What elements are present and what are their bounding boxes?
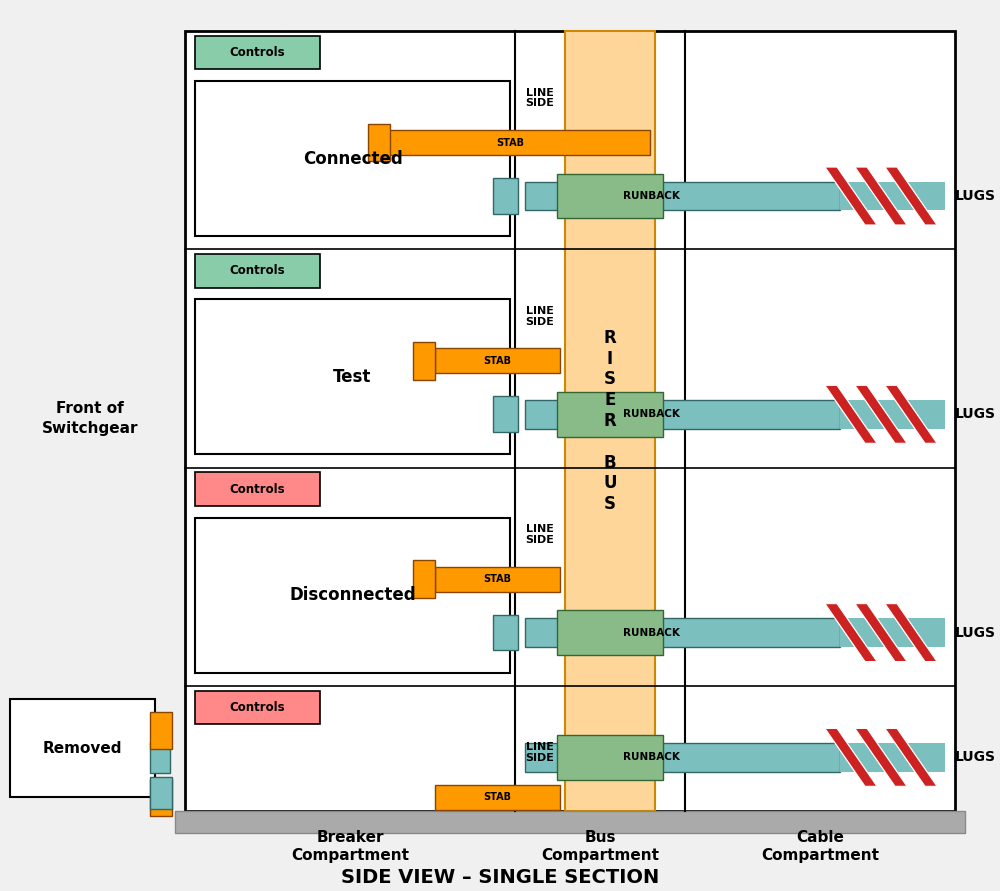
Text: STAB: STAB bbox=[483, 792, 511, 803]
FancyBboxPatch shape bbox=[195, 691, 320, 724]
FancyBboxPatch shape bbox=[413, 560, 435, 598]
Polygon shape bbox=[825, 167, 877, 225]
Text: LINE
SIDE: LINE SIDE bbox=[526, 524, 554, 545]
Polygon shape bbox=[855, 167, 907, 225]
FancyBboxPatch shape bbox=[435, 567, 560, 592]
FancyBboxPatch shape bbox=[840, 400, 945, 429]
FancyBboxPatch shape bbox=[185, 31, 955, 811]
Polygon shape bbox=[855, 604, 907, 661]
Polygon shape bbox=[825, 604, 877, 661]
Text: RUNBACK: RUNBACK bbox=[623, 627, 679, 638]
Text: Controls: Controls bbox=[230, 701, 285, 714]
Text: R
I
S
E
R

B
U
S: R I S E R B U S bbox=[603, 329, 617, 513]
FancyBboxPatch shape bbox=[195, 518, 510, 673]
Polygon shape bbox=[885, 167, 937, 225]
FancyBboxPatch shape bbox=[195, 254, 320, 288]
FancyBboxPatch shape bbox=[493, 396, 518, 432]
FancyBboxPatch shape bbox=[557, 392, 663, 437]
Text: Removed: Removed bbox=[43, 741, 122, 756]
Polygon shape bbox=[825, 729, 877, 786]
Polygon shape bbox=[855, 167, 907, 225]
Text: LINE
SIDE: LINE SIDE bbox=[526, 742, 554, 764]
FancyBboxPatch shape bbox=[175, 811, 965, 833]
Text: STAB: STAB bbox=[496, 137, 524, 148]
Polygon shape bbox=[825, 604, 877, 661]
Text: LINE
SIDE: LINE SIDE bbox=[526, 306, 554, 327]
Polygon shape bbox=[885, 729, 937, 786]
FancyBboxPatch shape bbox=[840, 618, 945, 647]
Polygon shape bbox=[885, 729, 937, 786]
Text: Bus
Compartment: Bus Compartment bbox=[541, 830, 659, 863]
FancyBboxPatch shape bbox=[413, 342, 435, 380]
FancyBboxPatch shape bbox=[150, 779, 172, 816]
Text: STAB: STAB bbox=[483, 574, 511, 584]
FancyBboxPatch shape bbox=[150, 777, 172, 809]
FancyBboxPatch shape bbox=[557, 610, 663, 655]
Polygon shape bbox=[855, 385, 907, 444]
FancyBboxPatch shape bbox=[150, 741, 170, 772]
Text: Connected: Connected bbox=[303, 150, 402, 168]
Text: LUGS: LUGS bbox=[955, 189, 996, 203]
FancyBboxPatch shape bbox=[150, 712, 172, 749]
FancyBboxPatch shape bbox=[525, 182, 840, 210]
Polygon shape bbox=[855, 729, 907, 786]
Text: RUNBACK: RUNBACK bbox=[623, 752, 679, 763]
Text: Cable
Compartment: Cable Compartment bbox=[761, 830, 879, 863]
Text: Controls: Controls bbox=[230, 483, 285, 495]
Text: Breaker
Compartment: Breaker Compartment bbox=[291, 830, 409, 863]
Polygon shape bbox=[885, 604, 937, 661]
Polygon shape bbox=[825, 385, 877, 444]
Text: Disconnected: Disconnected bbox=[289, 586, 416, 604]
FancyBboxPatch shape bbox=[195, 472, 320, 506]
FancyBboxPatch shape bbox=[368, 124, 390, 161]
Text: Controls: Controls bbox=[230, 265, 285, 277]
FancyBboxPatch shape bbox=[525, 618, 840, 647]
Text: Front of
Switchgear: Front of Switchgear bbox=[42, 401, 138, 437]
FancyBboxPatch shape bbox=[557, 174, 663, 218]
FancyBboxPatch shape bbox=[435, 348, 560, 373]
FancyBboxPatch shape bbox=[195, 36, 320, 69]
Text: RUNBACK: RUNBACK bbox=[623, 191, 679, 201]
Polygon shape bbox=[855, 604, 907, 661]
Polygon shape bbox=[825, 729, 877, 786]
Text: LUGS: LUGS bbox=[955, 407, 996, 421]
Text: Test: Test bbox=[333, 368, 372, 386]
FancyBboxPatch shape bbox=[370, 130, 650, 155]
FancyBboxPatch shape bbox=[840, 182, 945, 210]
FancyBboxPatch shape bbox=[565, 31, 655, 811]
FancyBboxPatch shape bbox=[840, 743, 945, 772]
Text: Controls: Controls bbox=[230, 46, 285, 59]
Text: LUGS: LUGS bbox=[955, 625, 996, 640]
Polygon shape bbox=[825, 385, 877, 444]
FancyBboxPatch shape bbox=[195, 81, 510, 236]
Text: STAB: STAB bbox=[483, 356, 511, 366]
Polygon shape bbox=[855, 385, 907, 444]
Polygon shape bbox=[885, 385, 937, 444]
Polygon shape bbox=[885, 167, 937, 225]
FancyBboxPatch shape bbox=[493, 178, 518, 214]
FancyBboxPatch shape bbox=[493, 615, 518, 650]
Text: LUGS: LUGS bbox=[955, 750, 996, 764]
FancyBboxPatch shape bbox=[195, 299, 510, 454]
FancyBboxPatch shape bbox=[525, 400, 840, 429]
Polygon shape bbox=[855, 729, 907, 786]
FancyBboxPatch shape bbox=[10, 699, 155, 797]
FancyBboxPatch shape bbox=[525, 743, 840, 772]
Text: SIDE VIEW – SINGLE SECTION: SIDE VIEW – SINGLE SECTION bbox=[341, 868, 659, 887]
FancyBboxPatch shape bbox=[435, 785, 560, 810]
FancyBboxPatch shape bbox=[557, 735, 663, 780]
Polygon shape bbox=[825, 167, 877, 225]
Polygon shape bbox=[885, 385, 937, 444]
Text: LINE
SIDE: LINE SIDE bbox=[526, 87, 554, 109]
Text: RUNBACK: RUNBACK bbox=[623, 409, 679, 420]
Polygon shape bbox=[885, 604, 937, 661]
